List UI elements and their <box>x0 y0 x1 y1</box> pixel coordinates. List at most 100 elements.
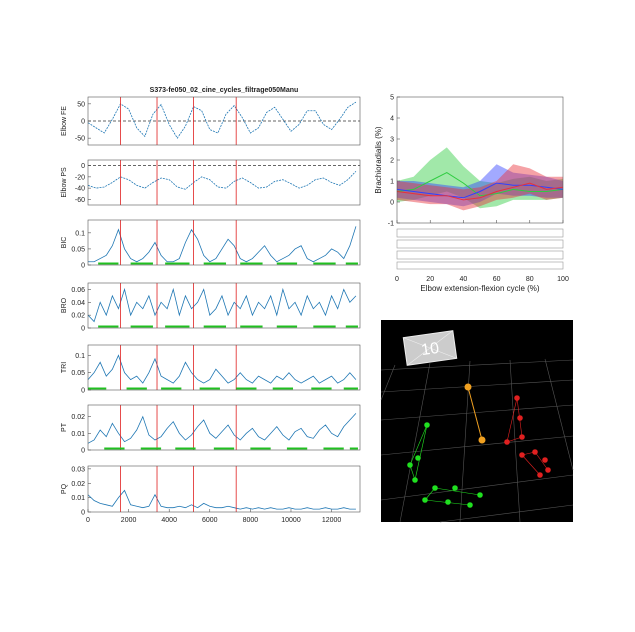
axes: BIC 0 0.05 0.1 <box>61 219 361 270</box>
y-tick-label: 0.01 <box>71 495 85 502</box>
y-tick-label: 0 <box>81 326 85 333</box>
axes-frame <box>396 96 564 224</box>
axes-frame <box>87 96 361 146</box>
axes-frame <box>87 465 361 513</box>
x-tick-label: 100 <box>557 276 569 283</box>
y-axis-label: Brachioradialis (%) <box>374 126 383 193</box>
y-tick-label: 0.02 <box>71 414 85 421</box>
series-line <box>396 182 564 199</box>
x-tick-label: 40 <box>460 276 468 283</box>
label-card: 10 <box>402 330 458 366</box>
signal-line <box>87 413 357 444</box>
empty-axes <box>396 250 564 260</box>
signal-line <box>88 226 357 263</box>
y-axis-label: Elbow PS <box>61 167 68 198</box>
axes-frame <box>87 282 361 329</box>
plot-area <box>88 345 360 390</box>
x-tick-label: 20 <box>426 276 434 283</box>
y-tick-label: 0.03 <box>71 466 85 473</box>
axes: Brachioradialis (%) Elbow extension-flexi… <box>374 95 569 294</box>
red-markers <box>504 395 551 478</box>
x-tick-label: 4000 <box>161 517 177 524</box>
plot-area <box>88 405 360 450</box>
y-tick-label: 0.02 <box>71 313 85 320</box>
y-tick-label: 50 <box>77 101 85 108</box>
y-tick-label: 0.01 <box>71 431 85 438</box>
axes: BRO 0 0.02 0.04 0.06 <box>61 282 361 333</box>
plot-area <box>88 466 360 512</box>
axes-frame <box>87 404 361 451</box>
y-tick-label: 0.04 <box>71 300 85 307</box>
y-tick-label: 0.05 <box>71 246 85 253</box>
signal-line <box>87 170 357 190</box>
signal-line <box>87 287 357 323</box>
axes-frame <box>87 344 361 391</box>
y-tick-label: 0 <box>81 163 85 170</box>
x-tick-label: 0 <box>395 276 399 283</box>
chart-title: S373-fe050_02_cine_cycles_filtrage050Man… <box>150 87 299 94</box>
empty-axes <box>396 261 564 270</box>
y-tick-label: 5 <box>390 95 394 102</box>
signal-line <box>87 489 356 510</box>
axes: PQ 0 0.01 0.02 0.03 0 2000 4000 6000 8000 10000 120… <box>61 465 361 524</box>
band <box>397 164 563 211</box>
y-tick-label: 0 <box>81 119 85 126</box>
axes-frame <box>87 159 361 206</box>
x-tick-label: 12000 <box>322 517 342 524</box>
empty-axes <box>396 228 564 238</box>
orange-markers <box>464 383 486 444</box>
y-tick-label: 0.02 <box>71 481 85 488</box>
x-axis-label: Elbow extension-flexion cycle (%) <box>420 284 539 293</box>
y-tick-label: -1 <box>388 221 394 228</box>
y-axis-label: PQ <box>61 483 68 494</box>
y-axis-label: Elbow FE <box>61 106 68 136</box>
y-tick-label: 2 <box>390 158 394 165</box>
x-tick-label: 60 <box>493 276 501 283</box>
y-axis-label: BIC <box>61 237 68 249</box>
y-tick-label: 0.1 <box>75 230 85 237</box>
x-tick-label: 6000 <box>202 517 218 524</box>
axes-frame <box>87 219 361 266</box>
y-tick-label: 1 <box>390 179 394 186</box>
y-tick-label: 0.06 <box>71 287 85 294</box>
plot-area <box>88 220 360 265</box>
x-tick-label: 0 <box>86 517 90 524</box>
scene-grid <box>380 358 574 523</box>
empty-axes <box>396 239 564 249</box>
axes: S373-fe050_02_cine_cycles_filtrage050Man… <box>61 87 361 146</box>
y-axis-label: BRO <box>61 297 68 313</box>
series-line <box>396 172 564 197</box>
band <box>397 147 563 209</box>
y-tick-label: 0 <box>81 388 85 395</box>
series-line <box>396 182 564 201</box>
empty-subplots <box>396 228 564 270</box>
scene-label: 10 <box>420 340 440 359</box>
y-tick-label: 0.05 <box>71 370 85 377</box>
y-tick-label: 0.1 <box>75 353 85 360</box>
x-tick-label: 2000 <box>121 517 137 524</box>
axes: PT 0 0.01 0.02 <box>61 404 361 455</box>
plot-area <box>88 283 360 328</box>
y-tick-label: 0 <box>81 448 85 455</box>
y-tick-label: 4 <box>390 116 394 123</box>
x-tick-label: 80 <box>526 276 534 283</box>
axes: Elbow PS -60 -40 -20 0 <box>61 159 361 206</box>
y-tick-label: -40 <box>75 186 85 193</box>
green-markers <box>407 422 483 508</box>
y-tick-label: -50 <box>75 136 85 143</box>
x-tick-label: 10000 <box>281 517 301 524</box>
y-tick-label: -20 <box>75 174 85 181</box>
y-tick-label: -60 <box>75 197 85 204</box>
y-axis-label: PT <box>61 422 68 432</box>
y-tick-label: 0 <box>81 263 85 270</box>
y-axis-label: TRI <box>61 362 68 373</box>
plot-area <box>88 160 360 205</box>
signal-line <box>87 101 357 139</box>
y-tick-label: 0 <box>390 200 394 207</box>
y-tick-label: 0 <box>81 510 85 517</box>
signal-line <box>87 354 357 384</box>
3d-scene: 10 <box>380 320 574 523</box>
y-tick-label: 3 <box>390 137 394 144</box>
axes: TRI 0 0.05 0.1 <box>61 344 361 395</box>
